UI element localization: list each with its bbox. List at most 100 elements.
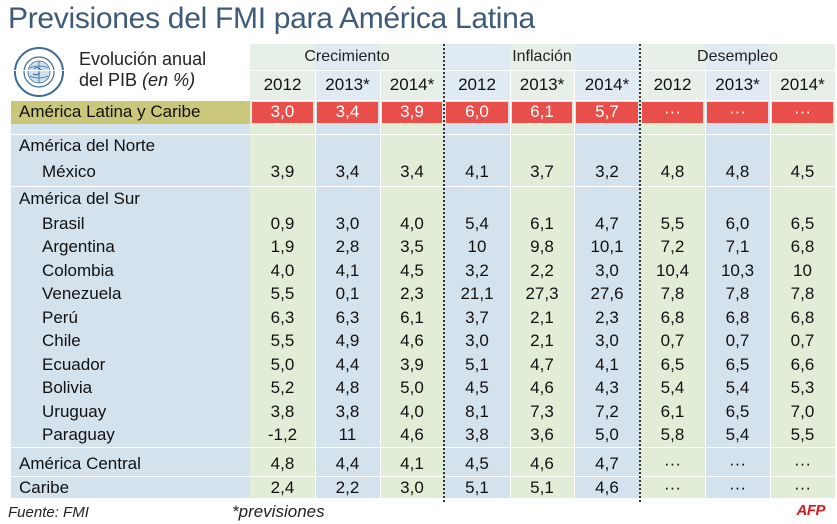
table-cell: 4,1 xyxy=(335,260,360,280)
table-cell: 6,3 xyxy=(335,307,360,327)
table-cell: 6,5 xyxy=(725,354,750,374)
table-cell: 10,1 xyxy=(590,237,624,256)
column-separator xyxy=(574,70,575,498)
table-cell: 4,7 xyxy=(530,354,554,374)
agency-logo: AFP xyxy=(797,502,826,519)
subtitle-line2-text: del PIB xyxy=(79,70,138,90)
table-cell: 10,4 xyxy=(655,260,690,280)
highlight-label-band xyxy=(11,100,250,124)
table-cell: 7,0 xyxy=(790,401,815,421)
row-label: Ecuador xyxy=(42,354,106,374)
table-cell: 8,1 xyxy=(465,401,489,421)
table-cell: 3,7 xyxy=(465,307,489,327)
highlight-cell-band xyxy=(382,102,442,123)
table-cell: 5,5 xyxy=(790,425,815,444)
table-cell: 5,5 xyxy=(270,284,295,303)
table-cell: 3,0 xyxy=(400,477,424,497)
table-cell: ··· xyxy=(729,102,746,121)
table-cell: 1,9 xyxy=(270,237,295,256)
table-cell: 2,2 xyxy=(530,260,554,280)
table-cell: 5,1 xyxy=(465,477,489,497)
table-cell: 3,0 xyxy=(595,260,619,280)
table-cell: 11 xyxy=(338,425,357,444)
table-cell: 5,0 xyxy=(595,425,619,444)
year-header: 2012 xyxy=(263,75,302,94)
group-divider xyxy=(443,44,445,502)
table-cell: 5,4 xyxy=(725,378,750,397)
table-cell: 3,8 xyxy=(465,425,489,444)
table-cell: 7,2 xyxy=(595,401,619,421)
table-cell: 4,9 xyxy=(335,331,360,350)
table-cell: 4,6 xyxy=(595,477,619,497)
row-label: Uruguay xyxy=(42,401,107,421)
table-cell: ··· xyxy=(729,454,746,473)
table-cell: 4,8 xyxy=(335,378,360,397)
table-cell: 4,7 xyxy=(595,213,619,233)
table-cell: 6,0 xyxy=(465,102,489,121)
table-cell: 3,6 xyxy=(530,425,554,444)
row-label: México xyxy=(42,162,96,181)
table-cell: 5,4 xyxy=(660,378,685,397)
table-cell: 4,8 xyxy=(270,454,295,473)
table-cell: 0,1 xyxy=(335,284,360,303)
table-cell: 5,5 xyxy=(270,331,295,350)
row-label: Bolivia xyxy=(42,378,93,397)
table-cell: 4,6 xyxy=(400,425,424,444)
table-cell: 5,3 xyxy=(790,378,815,397)
table-cell: 4,6 xyxy=(530,378,554,397)
table-cell: 2,4 xyxy=(270,477,295,497)
group-header: Crecimiento xyxy=(304,48,390,65)
column-separator xyxy=(510,70,511,498)
year-header: 2014* xyxy=(780,75,825,94)
header-band xyxy=(250,44,835,100)
highlight-cell-band xyxy=(707,102,768,123)
table-cell: 3,9 xyxy=(400,354,424,374)
group-header: Desempleo xyxy=(697,48,778,65)
table-cell: 5,8 xyxy=(660,425,685,444)
table-cell: 6,6 xyxy=(790,354,815,374)
table-cell: 4,6 xyxy=(530,454,554,473)
table-cell: 7,2 xyxy=(660,237,685,256)
table-cell: ··· xyxy=(794,477,811,497)
table-cell: 3,9 xyxy=(270,162,295,181)
table-cell: 5,0 xyxy=(270,354,295,374)
row-label: Brasil xyxy=(42,213,85,233)
table-cell: 7,1 xyxy=(725,237,750,256)
table-cell: ··· xyxy=(664,454,681,473)
table-cell: ··· xyxy=(664,477,681,497)
table-cell: 3,0 xyxy=(465,331,489,350)
table-cell: 21,1 xyxy=(460,284,494,303)
table-cell: 4,6 xyxy=(400,331,424,350)
table-cell: 5,4 xyxy=(725,425,750,444)
table-subtitle: Evolución anual del PIB (en %) xyxy=(79,49,206,91)
table-cell: 2,3 xyxy=(595,307,619,327)
table-cell: 4,4 xyxy=(335,354,360,374)
page-title: Previsiones del FMI para América Latina xyxy=(8,2,535,35)
table-cell: 4,3 xyxy=(595,378,619,397)
table-cell: 4,4 xyxy=(335,454,360,473)
table-cell: 2,1 xyxy=(530,331,554,350)
subtitle-line2: del PIB (en %) xyxy=(79,70,206,91)
table-cell: 4,8 xyxy=(660,162,685,181)
table-cell: 6,8 xyxy=(790,307,815,327)
table-cell: 4,0 xyxy=(400,401,424,421)
table-cell: 6,5 xyxy=(725,401,750,421)
table-cell: 4,1 xyxy=(465,162,489,181)
table-cell: 10,3 xyxy=(720,260,755,280)
table-cell: 3,0 xyxy=(270,102,295,121)
row-label: Caribe xyxy=(19,477,70,497)
highlight-cell-band xyxy=(642,102,703,123)
column-separator xyxy=(705,70,706,498)
table-cell: 2,2 xyxy=(335,477,360,497)
table-cell: ··· xyxy=(664,102,681,121)
row-label: Colombia xyxy=(42,260,114,280)
table-cell: 6,8 xyxy=(725,307,750,327)
group-header: Inflación xyxy=(512,48,572,65)
column-separator xyxy=(315,70,316,498)
table-cell: 6,1 xyxy=(400,307,424,327)
table-cell: 6,1 xyxy=(660,401,685,421)
table-cell: 9,8 xyxy=(530,237,554,256)
table-cell: 4,5 xyxy=(790,162,815,181)
table-cell: 3,8 xyxy=(270,401,295,421)
